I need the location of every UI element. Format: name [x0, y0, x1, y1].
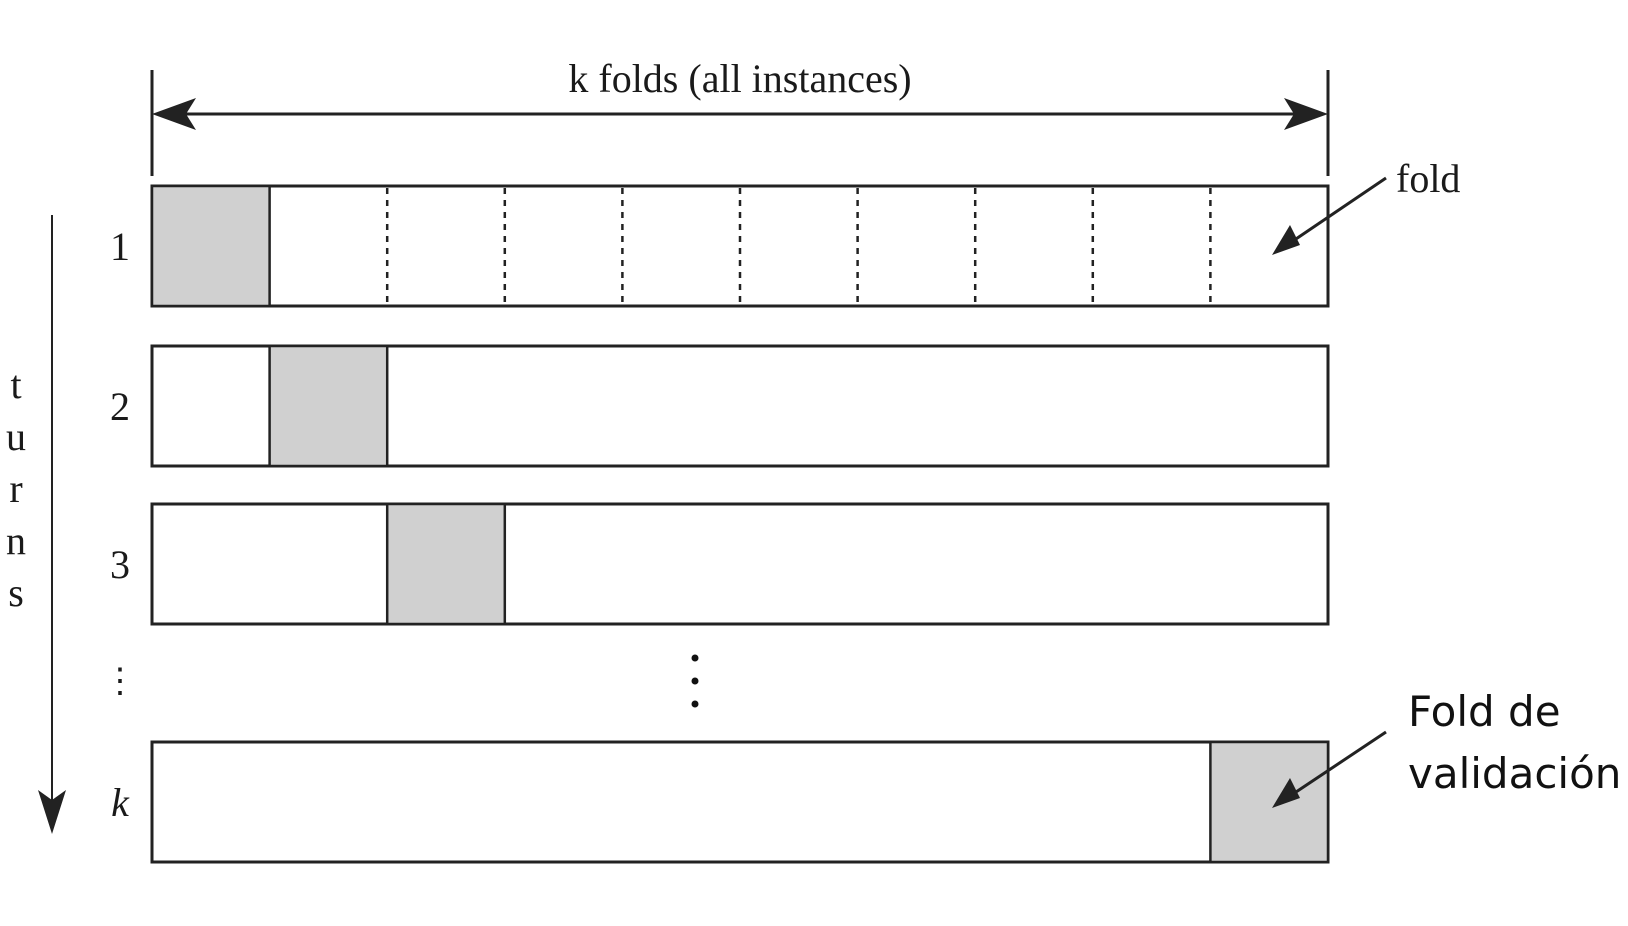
fold-row-box: [150, 502, 1330, 626]
validation-pointer: Fold de validación: [1272, 687, 1621, 808]
dimension-title: k folds (all instances): [568, 56, 911, 101]
fold-pointer: fold: [1272, 156, 1460, 255]
row-label: k: [111, 780, 130, 825]
turns-arrowhead: [38, 790, 66, 834]
row-label: 3: [110, 542, 130, 587]
turns-letter: r: [9, 466, 22, 511]
turns-letter: s: [8, 570, 24, 615]
turns-letter: t: [10, 362, 21, 407]
validation-fold: [150, 184, 271, 308]
fold-pointer-line: [1289, 176, 1387, 245]
validation-pointer-arrowhead: [1272, 778, 1300, 808]
validation-fold: [385, 502, 507, 626]
dimension-left-arrowhead: [152, 98, 196, 130]
center-ellipsis-dot: [691, 700, 699, 708]
fold-row-box: [150, 740, 1330, 864]
fold-row: k: [111, 740, 1330, 864]
row-label-ellipsis: ⋮: [103, 663, 137, 700]
fold-row: 1: [110, 184, 1330, 308]
fold-pointer-arrowhead: [1272, 225, 1300, 255]
validation-label-line-1: Fold de: [1408, 687, 1561, 736]
row-label: 1: [110, 224, 130, 269]
fold-row: 3: [110, 502, 1330, 626]
turns-letter: n: [6, 518, 26, 563]
validation-fold: [1209, 740, 1330, 864]
center-ellipsis-dot: [691, 654, 699, 662]
dimension-annotation: k folds (all instances): [150, 56, 1330, 176]
row-ellipsis: ⋮: [103, 654, 699, 708]
validation-pointer-line: [1289, 730, 1387, 798]
validation-label-line-2: validación: [1408, 749, 1621, 798]
dimension-right-arrowhead: [1284, 98, 1328, 130]
row-label: 2: [110, 384, 130, 429]
validation-fold: [268, 344, 389, 468]
fold-label: fold: [1396, 156, 1460, 201]
fold-row: 2: [110, 344, 1330, 468]
center-ellipsis-dot: [691, 677, 699, 685]
fold-rows: 1 2 3 k: [110, 184, 1330, 864]
turns-letter: u: [6, 414, 26, 459]
